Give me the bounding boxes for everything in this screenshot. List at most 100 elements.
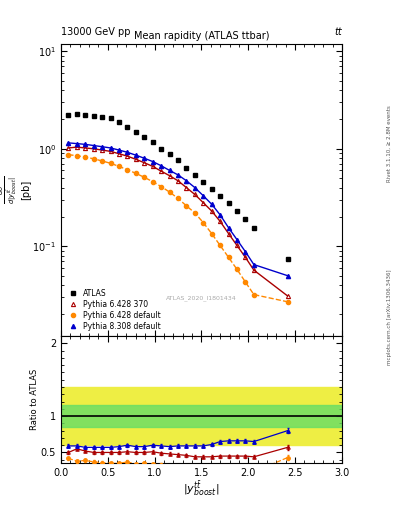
Pythia 6.428 default [285, 298, 290, 305]
ATLAS [142, 134, 147, 140]
ATLAS [243, 216, 248, 222]
ATLAS [75, 111, 79, 117]
Pythia 6.428 default [201, 220, 206, 226]
Pythia 8.308 default [117, 147, 121, 153]
Pythia 6.428 370 [252, 267, 256, 273]
Line: ATLAS: ATLAS [66, 112, 290, 261]
Pythia 6.428 370 [193, 191, 197, 198]
Title: Mean rapidity (ATLAS ttbar): Mean rapidity (ATLAS ttbar) [134, 31, 269, 41]
Pythia 6.428 default [142, 174, 147, 180]
Line: Pythia 6.428 default: Pythia 6.428 default [66, 153, 290, 304]
Pythia 8.308 default [91, 142, 96, 148]
Pythia 6.428 default [134, 170, 138, 177]
Pythia 8.308 default [243, 249, 248, 255]
Pythia 8.308 default [218, 212, 222, 218]
Pythia 8.308 default [159, 163, 163, 169]
Pythia 6.428 370 [226, 230, 231, 237]
Pythia 6.428 default [184, 203, 189, 209]
ATLAS [167, 151, 172, 157]
Pythia 6.428 default [83, 154, 88, 160]
Pythia 6.428 default [117, 163, 121, 169]
ATLAS [159, 146, 163, 152]
ATLAS [176, 157, 180, 163]
Pythia 6.428 370 [209, 208, 214, 214]
Text: mcplots.cern.ch [arXiv:1306.3436]: mcplots.cern.ch [arXiv:1306.3436] [387, 270, 392, 365]
Pythia 6.428 default [193, 210, 197, 216]
Pythia 8.308 default [134, 152, 138, 158]
Pythia 6.428 370 [108, 148, 113, 155]
Y-axis label: $\frac{d\sigma}{d|y^{t\bar{t}}_{boost}|}$
[pb]: $\frac{d\sigma}{d|y^{t\bar{t}}_{boost}|}… [0, 176, 31, 204]
Pythia 8.308 default [226, 225, 231, 231]
Pythia 8.308 default [201, 193, 206, 199]
ATLAS [134, 129, 138, 135]
Pythia 6.428 default [91, 156, 96, 162]
Pythia 6.428 default [243, 279, 248, 285]
ATLAS [91, 113, 96, 119]
ATLAS [235, 208, 239, 214]
Pythia 6.428 370 [201, 200, 206, 206]
ATLAS [218, 193, 222, 199]
Pythia 6.428 default [167, 189, 172, 195]
Pythia 6.428 370 [159, 168, 163, 174]
ATLAS [100, 114, 105, 120]
Pythia 6.428 default [235, 266, 239, 272]
Pythia 6.428 default [100, 158, 105, 164]
ATLAS [66, 112, 71, 118]
Pythia 6.428 default [151, 179, 155, 185]
Pythia 8.308 default [167, 167, 172, 174]
Pythia 6.428 default [125, 166, 130, 173]
Pythia 8.308 default [285, 272, 290, 279]
Pythia 8.308 default [176, 172, 180, 178]
Pythia 6.428 370 [117, 151, 121, 157]
Text: 13000 GeV pp: 13000 GeV pp [61, 27, 130, 37]
Pythia 8.308 default [75, 140, 79, 146]
Pythia 6.428 default [252, 291, 256, 297]
ATLAS [209, 185, 214, 191]
Pythia 8.308 default [151, 159, 155, 165]
ATLAS [117, 119, 121, 125]
Pythia 6.428 370 [125, 153, 130, 159]
Legend: ATLAS, Pythia 6.428 370, Pythia 6.428 default, Pythia 8.308 default: ATLAS, Pythia 6.428 370, Pythia 6.428 de… [65, 288, 162, 332]
Pythia 6.428 370 [167, 173, 172, 179]
Pythia 6.428 default [226, 254, 231, 261]
Pythia 8.308 default [193, 184, 197, 190]
ATLAS [252, 225, 256, 231]
X-axis label: $|y^{t\bar{t}}_{boost}|$: $|y^{t\bar{t}}_{boost}|$ [183, 480, 220, 498]
Pythia 6.428 370 [151, 163, 155, 169]
Pythia 6.428 default [159, 183, 163, 189]
Pythia 6.428 370 [100, 147, 105, 153]
Text: ATLAS_2020_I1801434: ATLAS_2020_I1801434 [166, 295, 237, 301]
Pythia 6.428 370 [142, 160, 147, 166]
Pythia 6.428 370 [83, 145, 88, 151]
Pythia 6.428 default [75, 153, 79, 159]
Pythia 6.428 370 [75, 144, 79, 150]
Pythia 6.428 370 [134, 156, 138, 162]
ATLAS [184, 165, 189, 172]
Pythia 8.308 default [142, 155, 147, 161]
Line: Pythia 8.308 default: Pythia 8.308 default [66, 141, 290, 278]
Pythia 6.428 default [176, 195, 180, 201]
Pythia 6.428 370 [243, 254, 248, 261]
Pythia 6.428 370 [184, 184, 189, 190]
Pythia 8.308 default [235, 237, 239, 243]
Pythia 8.308 default [209, 201, 214, 207]
ATLAS [151, 139, 155, 145]
Pythia 6.428 default [209, 230, 214, 237]
Text: Rivet 3.1.10, ≥ 2.8M events: Rivet 3.1.10, ≥ 2.8M events [387, 105, 392, 182]
ATLAS [108, 115, 113, 121]
Line: Pythia 6.428 370: Pythia 6.428 370 [66, 145, 290, 298]
Pythia 6.428 370 [66, 145, 71, 151]
ATLAS [285, 255, 290, 262]
Pythia 8.308 default [108, 145, 113, 151]
Pythia 6.428 default [218, 242, 222, 248]
Pythia 8.308 default [83, 141, 88, 147]
Pythia 8.308 default [100, 144, 105, 150]
Pythia 6.428 370 [235, 242, 239, 248]
Pythia 6.428 default [66, 152, 71, 158]
Pythia 8.308 default [66, 140, 71, 146]
Pythia 8.308 default [184, 178, 189, 184]
ATLAS [226, 200, 231, 206]
Pythia 6.428 default [108, 160, 113, 166]
Pythia 6.428 370 [218, 218, 222, 224]
Pythia 6.428 370 [91, 146, 96, 152]
